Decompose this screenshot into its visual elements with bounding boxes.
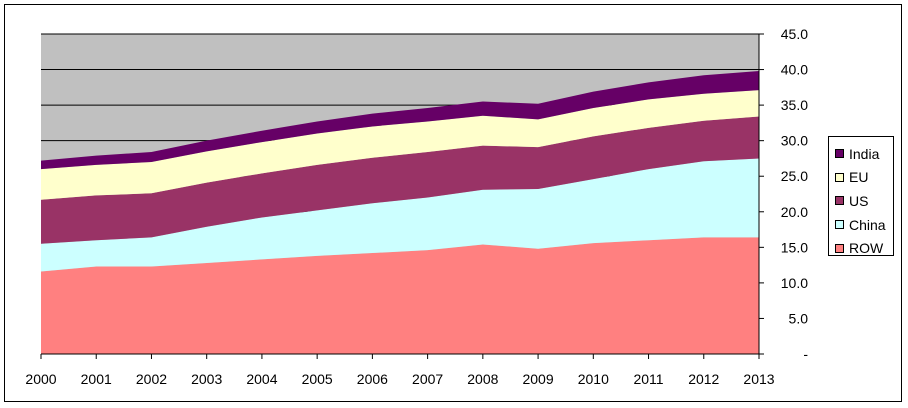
x-tick-label: 2013 xyxy=(743,371,774,387)
x-tick-label: 2010 xyxy=(578,371,609,387)
x-tick-label: 2008 xyxy=(467,371,498,387)
y-tick-label: 35.0 xyxy=(781,97,808,113)
area-series-group xyxy=(41,70,759,354)
legend-label: ROW xyxy=(849,240,884,257)
x-tick-label: 2007 xyxy=(412,371,443,387)
y-tick-label: 10.0 xyxy=(781,275,808,291)
legend-label: EU xyxy=(849,169,869,186)
x-tick-label: 2002 xyxy=(136,371,167,387)
legend-item-india: India xyxy=(835,142,893,166)
y-axis-tick-labels: - 5.0 10.0 15.0 20.0 25.0 30.0 35.0 40.0 45.0 xyxy=(781,26,809,362)
legend-swatch xyxy=(835,149,844,159)
legend-item-row: ROW xyxy=(835,236,893,260)
legend-item-china: China xyxy=(835,213,893,237)
area-series-china xyxy=(41,158,759,272)
x-tick-label: 2001 xyxy=(81,371,112,387)
area-series-row xyxy=(41,237,759,354)
y-tick-label: 45.0 xyxy=(781,26,808,42)
y-tick-label: 25.0 xyxy=(781,168,808,184)
y-tick-label: 30.0 xyxy=(781,133,808,149)
y-tick-label: 5.0 xyxy=(789,310,809,326)
legend-swatch xyxy=(835,172,844,182)
legend-label: India xyxy=(849,145,880,162)
area-series-eu xyxy=(41,90,759,200)
y-tick-label: 15.0 xyxy=(781,239,808,255)
y-tick-label: - xyxy=(803,346,808,362)
x-tick-label: 2005 xyxy=(302,371,333,387)
legend-item-us: US xyxy=(835,189,893,213)
legend-item-eu: EU xyxy=(835,166,893,190)
legend-swatch xyxy=(835,196,844,206)
x-tick-label: 2006 xyxy=(357,371,388,387)
x-tick-label: 2011 xyxy=(633,371,663,387)
legend: India EU US China ROW xyxy=(828,136,894,256)
legend-label: China xyxy=(849,216,886,233)
x-axis-tick-labels: 2000 2001 2002 2003 2004 2005 2006 2007 2008 2009… xyxy=(25,371,774,387)
x-tick-label: 2000 xyxy=(25,371,56,387)
area-series-us xyxy=(41,116,759,244)
x-tick-label: 2003 xyxy=(191,371,222,387)
area-series-india xyxy=(41,70,759,170)
axes xyxy=(40,33,764,359)
x-tick-label: 2012 xyxy=(688,371,719,387)
x-tick-label: 2004 xyxy=(246,371,277,387)
y-tick-label: 20.0 xyxy=(781,204,808,220)
legend-label: US xyxy=(849,192,869,209)
y-tick-label: 40.0 xyxy=(781,62,808,78)
legend-swatch xyxy=(835,220,844,230)
legend-swatch xyxy=(835,243,844,253)
x-tick-label: 2009 xyxy=(522,371,553,387)
